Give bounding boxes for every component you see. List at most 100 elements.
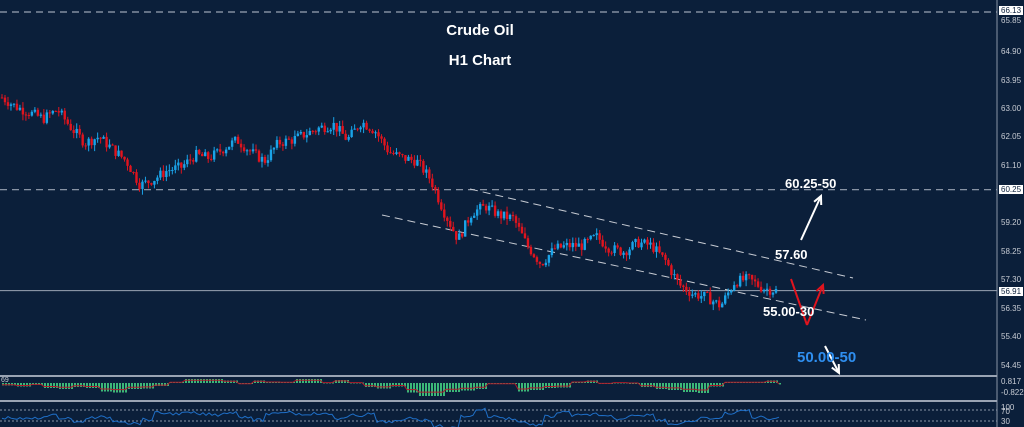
macd-histogram-bar [653,383,655,387]
macd-histogram-bar [23,383,25,387]
candle-body [655,246,658,252]
candle-body [598,233,601,240]
candle-body [311,130,314,132]
macd-histogram-bar [557,383,559,388]
candle-body [278,139,282,145]
candle-body [592,235,595,237]
candle-body [508,214,512,219]
macd-histogram-bar [389,383,391,389]
candle-body [449,220,452,227]
macd-histogram-bar [344,380,346,383]
candle-body [138,182,141,190]
candle-body [371,130,374,134]
macd-histogram-bar [764,381,766,383]
candle-body [744,274,748,281]
macd-histogram-bar [521,383,523,392]
candle-body [547,255,551,263]
candle-body [478,204,482,210]
candle-body [398,152,401,155]
macd-histogram-bar [341,380,343,383]
candle-body [129,165,132,173]
candle-body [732,285,736,291]
macd-histogram-bar [473,383,475,391]
candle-body [186,159,189,165]
macd-histogram-bar [134,383,136,389]
macd-histogram-bar [299,379,301,383]
candle-body [6,102,10,106]
y-tick: 55.40 [1001,332,1022,341]
annotation-downside-target: 50.00-50 [797,349,857,366]
macd-histogram-bar [56,383,58,388]
macd-histogram-bar [716,383,718,387]
macd-histogram-bar [110,383,112,392]
candle-body [709,292,712,305]
macd-histogram-bar [149,383,151,389]
macd-histogram-bar [482,383,484,389]
candle-body [251,149,255,152]
candle-body [120,150,123,157]
candle-body [332,122,335,130]
candle-body [434,187,437,190]
macd-histogram-bar [332,382,334,384]
y-tick: 63.95 [1001,76,1022,85]
candle-body [613,245,616,253]
candle-body [156,177,159,181]
macd-histogram-bar [644,383,646,387]
candle-body [380,136,383,139]
candle-body [108,144,111,148]
macd-histogram-bar [209,379,211,383]
candle-body [9,104,13,106]
macd-histogram-bar [689,383,691,392]
macd-histogram-bar [467,383,469,391]
macd-histogram-bar [446,383,448,392]
candle-body [428,169,431,179]
candle-body [389,152,392,154]
macd-histogram-bar [338,380,340,383]
candle-body [111,144,114,146]
macd-histogram-bar [104,383,106,392]
candle-body [535,257,539,262]
candle-body [431,178,434,188]
candle-body [413,159,416,166]
macd-histogram-bar [197,379,199,383]
red-swing-up-head [815,282,825,295]
candle-body [198,149,201,154]
macd-histogram-bar [146,383,148,389]
candle-body [18,107,22,110]
candle-body [571,242,574,248]
candle-body [69,123,72,131]
macd-histogram-bar [770,380,772,383]
macd-histogram-bar [47,383,49,388]
candle-body [649,242,652,245]
candle-body [661,252,664,255]
candle-body [114,145,117,156]
candle-body [308,130,312,136]
candle-body [299,131,303,134]
candle-body [723,295,727,304]
candle-body [691,294,694,296]
macd-histogram-bar [422,383,424,396]
y-tick: 61.10 [1001,161,1022,170]
candle-body [475,209,479,216]
macd-histogram-bar [458,383,460,392]
candle-body [281,144,285,146]
candle-body [514,216,518,223]
y-tick: 59.20 [1001,218,1022,227]
candle-body [117,150,120,156]
macd-histogram-bar [305,379,307,383]
macd-histogram-bar [155,383,157,386]
candle-body [12,103,16,105]
candle-body [81,134,84,146]
candle-body [30,111,34,116]
candle-body [99,137,102,139]
macd-histogram-bar [656,383,658,389]
candle-body [741,275,745,281]
candle-body [682,285,685,287]
candle-body [227,146,231,150]
annotation-channel-resistance: 57.60 [775,247,808,262]
macd-histogram-bar [62,383,64,389]
macd-histogram-bar [773,380,775,383]
candle-body [706,291,709,293]
macd-histogram-bar [674,383,676,390]
macd-histogram-bar [413,383,415,393]
